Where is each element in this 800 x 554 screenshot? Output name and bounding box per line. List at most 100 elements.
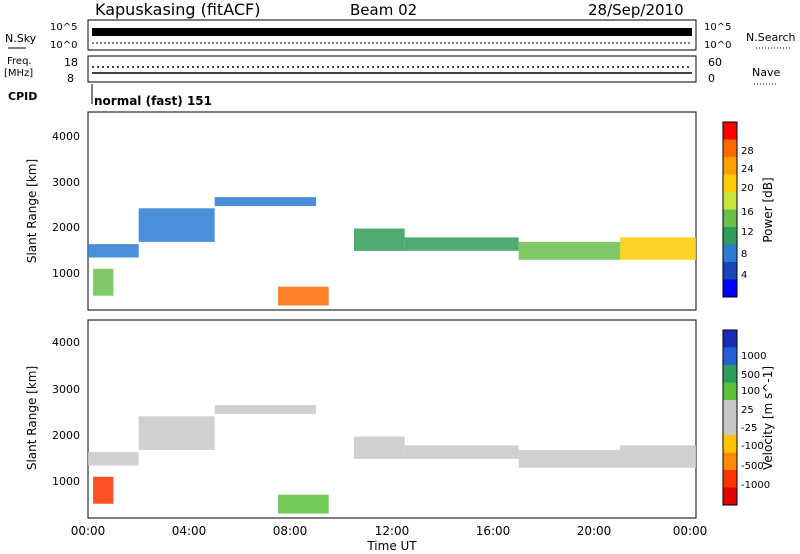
power-ytick-3000: 3000 [52, 176, 80, 189]
freq-label-1: Freq. [7, 56, 32, 67]
velocity-panel: Slant Range [km] 4000 3000 2000 1000 [25, 319, 697, 519]
freq-tick-top: 18 [64, 56, 78, 69]
x-axis-label: Time UT [366, 539, 417, 553]
velocity-cbar-swatch-4 [723, 400, 737, 418]
velocity-cbar-swatch-9 [723, 487, 737, 506]
velocity-cbar-swatch-3 [723, 382, 737, 401]
vel-band-0 [88, 452, 139, 466]
xtick-0000: 00:00 [71, 524, 106, 538]
velocity-ylabel: Slant Range [km] [25, 366, 39, 470]
nave-label: Nave [752, 66, 780, 79]
cpid-label: CPID [8, 90, 37, 103]
vel-cbar-100: 100 [741, 386, 760, 397]
power-band-3 [354, 228, 405, 251]
sky-label: N.Sky [5, 32, 37, 45]
velocity-cbar-swatch-6 [723, 435, 737, 453]
velocity-ytick-2000: 2000 [52, 429, 80, 442]
power-ytick-1000: 1000 [52, 267, 80, 280]
power-cbar-swatch-6 [723, 227, 737, 245]
vel-cbar-neg1000: -1000 [741, 480, 770, 491]
frequency-panel: Freq. [MHz] 18 8 60 0 Nave [4, 55, 780, 85]
power-ylabel: Slant Range [km] [25, 159, 39, 263]
power-cbar-swatch-0 [723, 122, 737, 140]
freq-label-2: [MHz] [4, 68, 33, 79]
power-band-6 [620, 237, 696, 260]
power-cbar-24: 24 [741, 164, 754, 175]
power-cbar-swatch-3 [723, 174, 737, 193]
vel-cbar-neg25: -25 [741, 423, 757, 434]
power-cbar-swatch-2 [723, 157, 737, 175]
xtick-1600: 16:00 [476, 524, 511, 538]
vel-band-1 [138, 416, 215, 450]
power-band-1 [138, 208, 215, 242]
vel-band-4 [404, 445, 519, 459]
time-axis: 00:00 04:00 08:00 12:00 16:00 20:00 00:0… [71, 524, 708, 553]
power-band-8 [278, 286, 329, 306]
xtick-2000: 20:00 [577, 524, 612, 538]
power-cbar-swatch-8 [723, 262, 737, 280]
power-band-2 [214, 197, 316, 207]
velocity-ytick-4000: 4000 [52, 336, 80, 349]
vel-cbar-neg500: -500 [741, 461, 764, 472]
vel-band-7 [93, 476, 114, 504]
power-cbar-swatch-9 [723, 279, 737, 298]
power-band-7 [93, 268, 114, 296]
vel-band-5 [518, 449, 620, 468]
power-cbar-28: 28 [741, 146, 754, 157]
vel-band-8 [278, 494, 329, 514]
search-tick-top: 10^5 [704, 22, 731, 33]
date-title: 28/Sep/2010 [588, 1, 684, 19]
velocity-ytick-3000: 3000 [52, 383, 80, 396]
power-cbar-8: 8 [741, 249, 747, 260]
freq-tick-bottom: 8 [67, 72, 74, 85]
velocity-cbar-swatch-2 [723, 365, 737, 383]
power-colorbar: 28 24 20 16 12 8 4 Power [dB] [722, 121, 775, 298]
power-cbar-swatch-7 [723, 244, 737, 263]
power-cbar-swatch-1 [723, 139, 737, 158]
power-ytick-2000: 2000 [52, 221, 80, 234]
vel-band-6 [620, 445, 696, 468]
nave-tick-bottom: 0 [708, 72, 715, 85]
station-title: Kapuskasing (fitACF) [95, 0, 260, 19]
vel-cbar-neg100: -100 [741, 441, 764, 452]
vel-cbar-500: 500 [741, 370, 760, 381]
power-cbar-swatch-4 [723, 192, 737, 210]
search-label: N.Search [746, 31, 796, 44]
cpid-value: normal (fast) 151 [94, 94, 212, 108]
power-band-0 [88, 244, 139, 258]
vel-band-3 [354, 436, 405, 459]
sky-panel: N.Sky 10^5 10^0 10^5 10^0 N.Search [5, 19, 796, 51]
velocity-cbar-swatch-5 [723, 417, 737, 436]
power-cbar-20: 20 [741, 183, 754, 194]
velocity-cbar-swatch-0 [723, 330, 737, 348]
power-panel: Slant Range [km] 4000 3000 2000 1000 [25, 111, 697, 311]
xtick-0800: 08:00 [273, 524, 308, 538]
nave-tick-top: 60 [708, 56, 722, 69]
power-data-layer [88, 197, 696, 306]
velocity-cbar-swatch-7 [723, 452, 737, 471]
power-cbar-16: 16 [741, 207, 754, 218]
velocity-cbar-swatch-1 [723, 347, 737, 366]
sky-noise-trace [92, 28, 692, 36]
power-cbar-4: 4 [741, 270, 747, 281]
power-cbar-12: 12 [741, 227, 754, 238]
sky-tick-top: 10^5 [50, 22, 77, 33]
beam-title: Beam 02 [350, 1, 417, 19]
power-cbar-swatch-5 [723, 209, 737, 228]
sky-tick-bottom: 10^0 [50, 40, 77, 51]
power-ytick-4000: 4000 [52, 130, 80, 143]
vel-band-2 [214, 405, 316, 415]
velocity-ytick-1000: 1000 [52, 475, 80, 488]
xtick-0400: 04:00 [172, 524, 207, 538]
xtick-1200: 12:00 [375, 524, 410, 538]
power-cbar-label: Power [dB] [761, 177, 775, 242]
velocity-cbar-label: Velocity [m s^-1] [761, 366, 775, 470]
vel-cbar-25: 25 [741, 405, 754, 416]
power-band-4 [404, 237, 519, 251]
vel-cbar-1000: 1000 [741, 351, 766, 362]
velocity-colorbar: 1000 500 100 25 -25 -100 -500 -1000 Velo… [722, 329, 775, 506]
power-band-5 [518, 241, 620, 260]
search-tick-bottom: 10^0 [704, 40, 731, 51]
xtick-2400: 00:00 [673, 524, 708, 538]
